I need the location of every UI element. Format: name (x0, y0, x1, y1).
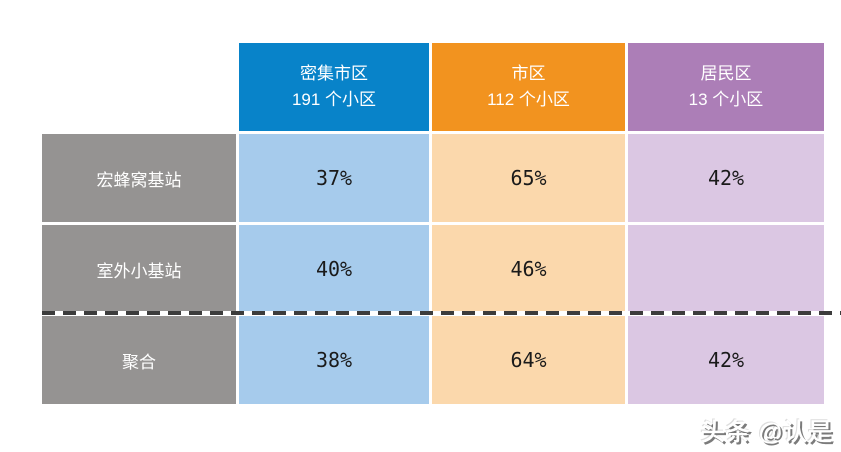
corner-cell (42, 43, 236, 131)
column-subtitle: 112 个小区 (487, 90, 570, 109)
column-title: 居民区 (700, 63, 752, 83)
column-title: 密集市区 (300, 63, 368, 83)
column-subtitle: 191 个小区 (291, 90, 377, 109)
watermark: 头条 @认是 (700, 419, 833, 446)
row-header-outdoor-small-cell: 室外小基站 (42, 225, 236, 313)
column-header-dense-urban: 密集市区 191 个小区 (239, 43, 429, 131)
column-header-residential: 居民区 13 个小区 (628, 43, 824, 131)
column-title: 市区 (511, 63, 546, 83)
row-header-macro-cell: 宏蜂窝基站 (42, 134, 236, 222)
row-header-aggregate: 聚合 (42, 316, 236, 404)
data-cell: 64% (432, 316, 625, 404)
column-subtitle: 13 个小区 (688, 90, 764, 109)
data-cell: 40% (239, 225, 429, 313)
comparison-table: 密集市区 191 个小区 市区 112 个小区 居民区 13 个小区 宏蜂窝基站… (42, 43, 824, 404)
data-cell: 42% (628, 134, 824, 222)
data-cell: 42% (628, 316, 824, 404)
column-header-urban: 市区 112 个小区 (432, 43, 625, 131)
data-cell: 37% (239, 134, 429, 222)
data-cell: 38% (239, 316, 429, 404)
aggregate-divider-dashed-line (42, 311, 841, 315)
data-cell-empty (628, 225, 824, 313)
data-cell: 46% (432, 225, 625, 313)
data-cell: 65% (432, 134, 625, 222)
